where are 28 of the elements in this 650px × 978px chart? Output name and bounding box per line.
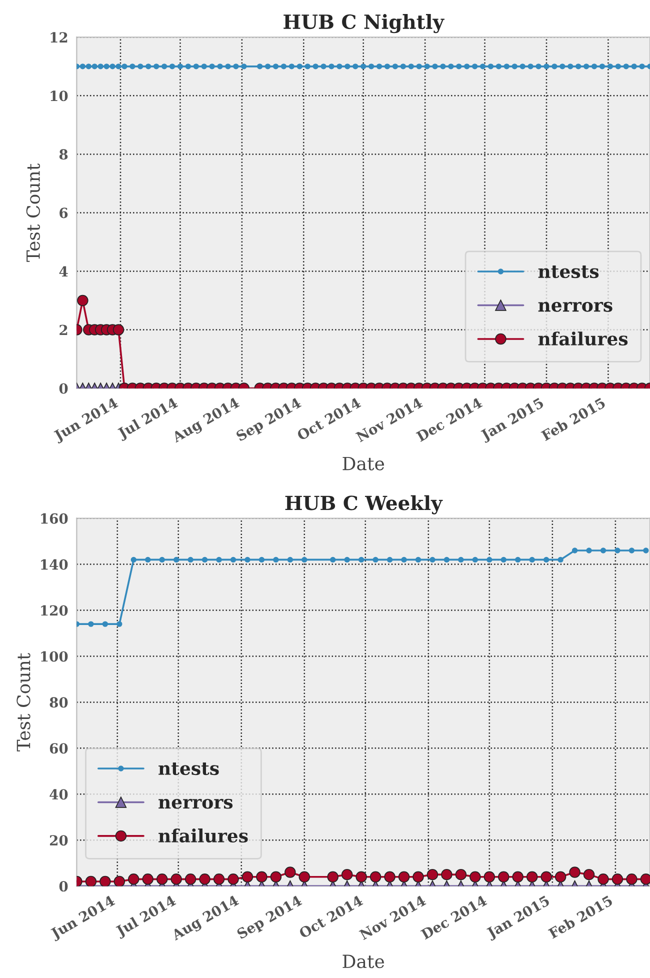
legend-label: nfailures: [538, 332, 628, 346]
y-tick-label: 8: [59, 149, 68, 160]
legend-label: ntests: [158, 762, 219, 776]
y-tick-label: 80: [50, 697, 68, 708]
y-tick-label: 140: [41, 559, 68, 570]
y-tick-label: 60: [50, 743, 68, 754]
y-tick-label: 0: [59, 881, 68, 892]
y-axis-title: Test Count: [26, 163, 40, 262]
legend-label: nerrors: [158, 798, 233, 809]
y-tick-label: 6: [60, 208, 68, 218]
y-tick-label: 40: [50, 789, 68, 800]
legend-label: nfailures: [158, 828, 248, 843]
y-tick-label: 120: [41, 605, 68, 616]
y-tick-label: 160: [41, 513, 68, 524]
y-tick-label: 12: [50, 32, 68, 42]
x-axis-title: Date: [342, 456, 384, 470]
y-tick-label: 2: [60, 324, 68, 336]
legend-label: nerrors: [538, 302, 612, 312]
legend-label: ntests: [538, 266, 599, 278]
chart-title: HUB C Nightly: [284, 14, 444, 34]
y-tick-label: 0: [59, 383, 68, 394]
y-tick-label: 10: [50, 90, 68, 102]
x-axis-title: Date: [342, 954, 384, 968]
y-tick-label: 4: [59, 266, 68, 277]
y-tick-label: 20: [50, 835, 68, 846]
chart-title: HUB C Weekly: [285, 495, 443, 514]
y-tick-label: 100: [41, 651, 68, 662]
y-axis-title: Test Count: [16, 652, 30, 752]
